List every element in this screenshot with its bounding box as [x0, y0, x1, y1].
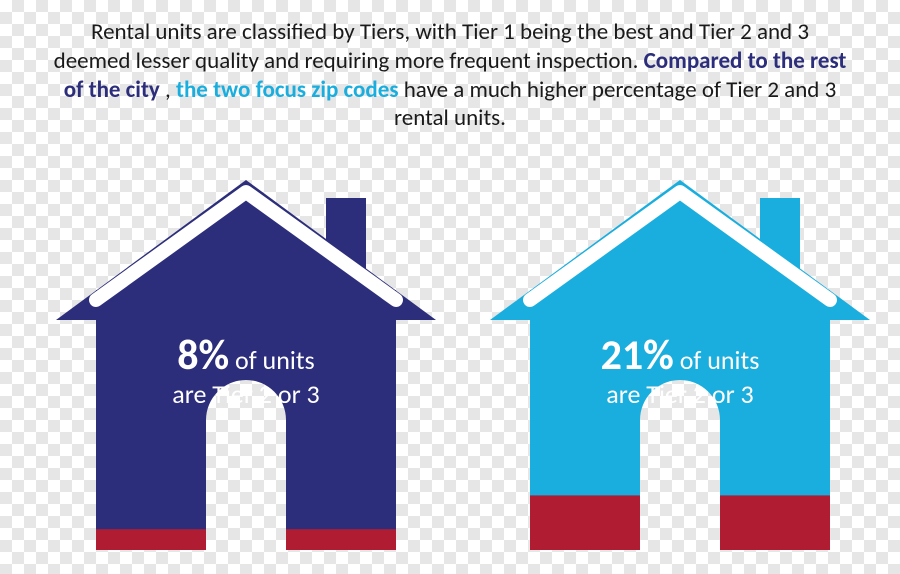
houses-row: 8% of units are Tier 2 or 3 21% of units… — [0, 160, 900, 560]
house-label: 8% of units are Tier 2 or 3 — [36, 332, 456, 410]
caption-seg5: have a much higher percentage of Tier 2 … — [394, 76, 836, 133]
pct-line2: are Tier 2 or 3 — [606, 378, 753, 410]
pct-value: 8% — [177, 330, 229, 381]
roof — [56, 180, 436, 320]
tier-band — [530, 495, 830, 550]
roof — [490, 180, 870, 320]
pct-line2: are Tier 2 or 3 — [172, 378, 319, 410]
pct-suffix: of units — [674, 344, 760, 376]
house-label: 21% of units are Tier 2 or 3 — [470, 332, 890, 410]
caption: Rental units are classified by Tiers, wi… — [50, 18, 850, 133]
caption-seg4: the two focus zip codes — [176, 76, 399, 104]
house-rest-of-city: 8% of units are Tier 2 or 3 — [36, 160, 456, 560]
caption-seg3: , — [165, 76, 176, 104]
pct-suffix: of units — [229, 344, 315, 376]
house-body — [96, 290, 396, 550]
pct-value: 21% — [601, 330, 674, 381]
tier-band — [96, 529, 396, 550]
house-focus-zip-codes: 21% of units are Tier 2 or 3 — [470, 160, 890, 560]
